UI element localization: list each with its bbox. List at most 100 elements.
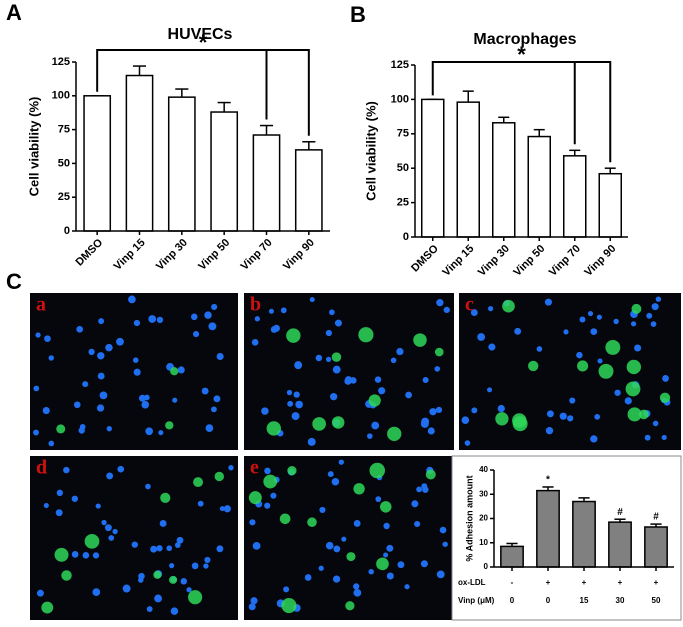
nucleus: [216, 352, 224, 361]
micrograph: [30, 456, 238, 620]
nucleus: [576, 351, 583, 359]
nucleus: [249, 519, 256, 526]
nucleus: [514, 327, 522, 335]
bar: [527, 135, 552, 238]
nucleus: [254, 316, 260, 322]
nucleus: [145, 483, 151, 490]
y-tick-label: 0: [64, 225, 70, 237]
nucleus: [268, 308, 274, 314]
cell-stain: [625, 381, 641, 397]
nucleus: [99, 391, 108, 400]
nucleus: [411, 500, 419, 508]
nucleus: [422, 376, 429, 384]
cell-stain: [170, 367, 179, 376]
row-cell: +: [546, 578, 551, 587]
nucleus: [427, 427, 435, 435]
nucleus: [383, 552, 389, 558]
nucleus: [334, 319, 342, 327]
y-tick-label: 25: [58, 191, 70, 203]
row-label: Vinp (μM): [458, 596, 495, 605]
row-cell: +: [618, 578, 623, 587]
y-tick-label: 0: [403, 231, 409, 243]
nucleus: [191, 562, 199, 570]
nucleus: [170, 607, 179, 615]
panel-frame: [451, 455, 682, 621]
nucleus: [421, 417, 430, 426]
cell-stain: [331, 416, 345, 429]
y-tick-label: 50: [397, 162, 409, 174]
cell-stain: [56, 424, 66, 434]
nucleus: [174, 542, 181, 548]
nucleus: [280, 307, 287, 314]
nucleus: [332, 575, 341, 583]
nucleus: [651, 303, 659, 311]
nucleus: [416, 486, 423, 493]
nucleus: [180, 578, 188, 585]
nucleus: [251, 339, 259, 346]
y-tick-label: 100: [391, 93, 409, 105]
x-tick-label: Vinp 30: [154, 237, 190, 273]
nucleus: [159, 520, 167, 527]
nucleus: [101, 519, 107, 526]
nucleus: [325, 329, 332, 337]
nucleus: [116, 337, 124, 346]
nucleus: [470, 309, 478, 317]
nucleus: [133, 319, 141, 327]
nucleus: [141, 400, 150, 409]
nucleus: [190, 313, 198, 321]
nucleus: [156, 316, 164, 324]
x-tick-label: DMSO: [74, 236, 106, 268]
nucleus: [386, 544, 394, 552]
image-label: d: [36, 457, 47, 479]
nucleus: [132, 357, 139, 363]
nucleus: [563, 329, 569, 335]
x-tick-label: Vinp 15: [112, 237, 148, 273]
nucleus: [545, 426, 554, 435]
nucleus: [105, 343, 113, 352]
cell-stain: [413, 333, 427, 347]
nucleus: [338, 459, 344, 465]
bar: [598, 172, 623, 238]
cell-stain: [188, 590, 203, 605]
nucleus: [48, 440, 55, 447]
nucleus: [63, 466, 70, 474]
nucleus: [286, 389, 293, 396]
nucleus: [371, 421, 380, 430]
nucleus: [353, 588, 362, 597]
nucleus: [436, 299, 444, 307]
nucleus: [309, 297, 315, 303]
cell-stain: [153, 570, 162, 579]
cell-stain: [160, 492, 171, 503]
nucleus: [332, 365, 341, 374]
cell-stain: [627, 407, 642, 422]
nucleus: [150, 545, 158, 553]
nucleus: [228, 465, 234, 471]
nucleus: [138, 577, 144, 583]
nucleus: [341, 536, 347, 542]
bar: [500, 545, 524, 568]
nucleus: [108, 535, 115, 541]
bar: [294, 149, 323, 232]
nucleus: [442, 541, 448, 547]
nucleus: [353, 583, 360, 590]
nucleus: [567, 415, 574, 422]
bar: [456, 101, 481, 238]
x-tick-label: Vinp 90: [582, 243, 618, 279]
nucleus: [205, 424, 214, 432]
row-cell: +: [582, 578, 587, 587]
nucleus: [131, 541, 138, 548]
nucleus: [204, 556, 211, 563]
y-tick-label: 10: [479, 538, 488, 547]
nucleus: [594, 414, 601, 420]
nucleus: [204, 311, 212, 319]
nucleus: [216, 545, 224, 553]
row-cell: -: [511, 578, 514, 587]
nucleus: [33, 429, 39, 436]
cell-stain: [605, 339, 621, 355]
micrograph: [459, 293, 681, 450]
cell-stain: [434, 347, 444, 357]
nucleus: [208, 322, 217, 331]
cell-stain: [346, 552, 356, 562]
nucleus: [35, 332, 41, 338]
nucleus: [304, 574, 312, 581]
